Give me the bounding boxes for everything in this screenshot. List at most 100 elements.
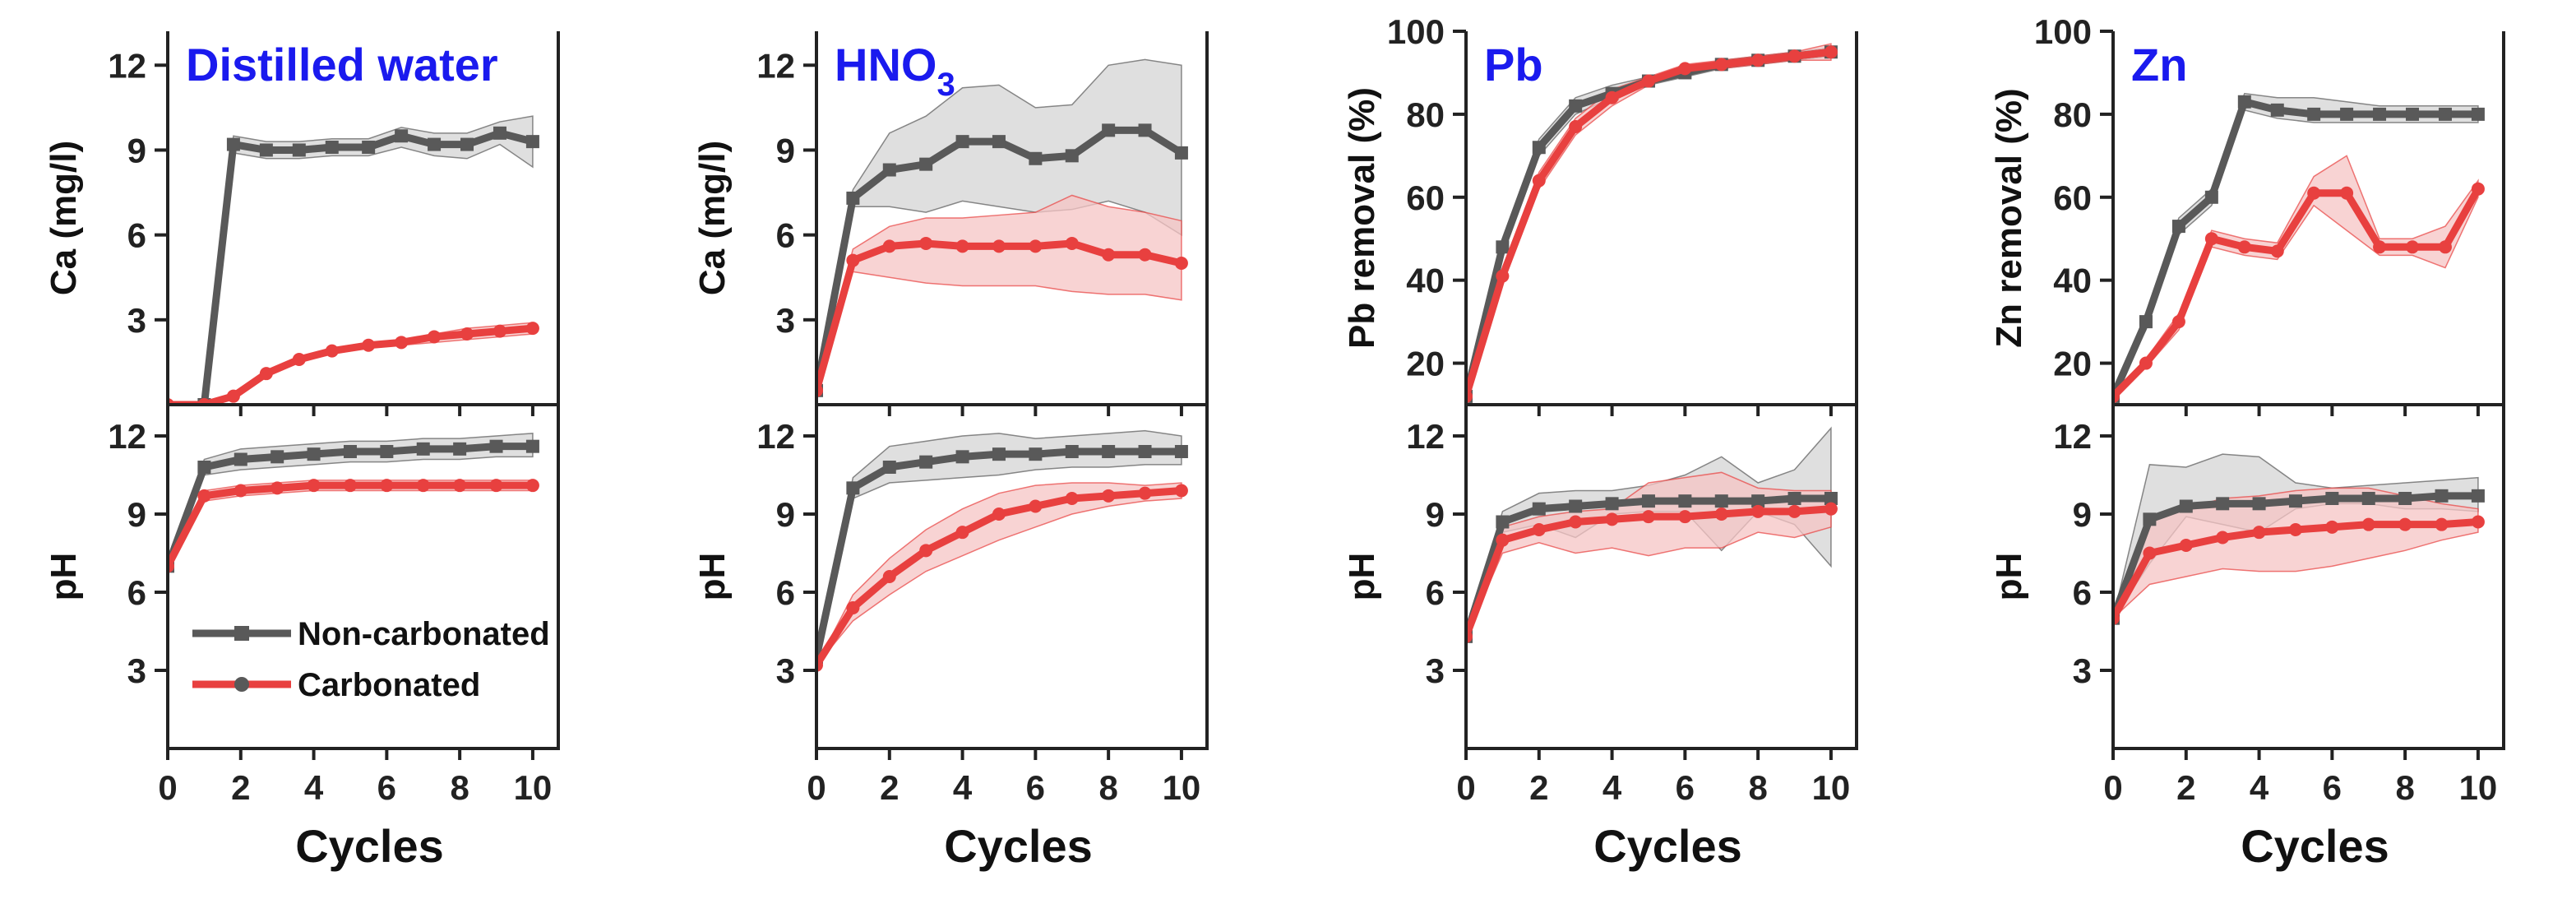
data-point-carbonated	[2471, 182, 2485, 196]
panel-hno3-ph: 3 6 9 12 0 2 4 6 8 10 pH Cycles	[692, 405, 1209, 872]
plot-area	[168, 115, 539, 405]
y-axis-title: pH	[44, 553, 84, 601]
y-tick-label: 3	[1426, 651, 1445, 690]
data-point-noncarbonated	[1065, 149, 1079, 163]
plot-area	[816, 429, 1188, 672]
data-point-carbonated	[307, 479, 321, 493]
data-point-carbonated	[1605, 512, 1619, 526]
x-tick-label: 6	[377, 768, 396, 807]
data-point-noncarbonated	[1496, 240, 1510, 254]
x-tick-label: 2	[2176, 768, 2195, 807]
data-point-noncarbonated	[2471, 489, 2485, 503]
y-tick-label: 20	[2053, 345, 2092, 383]
panel-title: Pb	[1484, 39, 1543, 90]
data-point-carbonated	[1824, 502, 1838, 516]
data-point-noncarbonated	[343, 445, 357, 458]
data-point-noncarbonated	[2325, 492, 2339, 505]
data-point-noncarbonated	[1174, 146, 1188, 160]
data-point-noncarbonated	[525, 439, 539, 453]
x-tick-label: 2	[231, 768, 250, 807]
data-point-carbonated	[2216, 531, 2230, 545]
y-tick-label: 12	[108, 417, 146, 456]
data-point-noncarbonated	[2288, 494, 2302, 508]
y-tick-label: 100	[1387, 12, 1445, 51]
data-point-noncarbonated	[1532, 502, 1546, 516]
data-point-carbonated	[416, 479, 430, 493]
plot-area	[1466, 43, 1838, 403]
legend-marker-square	[234, 626, 249, 641]
data-point-carbonated	[1569, 515, 1583, 529]
y-tick-label: 12	[756, 46, 795, 85]
data-point-carbonated	[846, 601, 860, 614]
data-point-noncarbonated	[1138, 445, 1152, 458]
data-point-carbonated	[428, 330, 442, 344]
data-point-noncarbonated	[1751, 494, 1765, 508]
data-point-carbonated	[919, 544, 933, 558]
data-point-carbonated	[882, 239, 896, 253]
data-point-carbonated	[460, 327, 474, 341]
x-tick-label: 10	[1812, 768, 1851, 807]
y-tick-label: 12	[756, 417, 795, 456]
data-point-noncarbonated	[2438, 107, 2452, 121]
panel-title-text: Distilled water	[186, 39, 498, 90]
data-point-carbonated	[1678, 510, 1692, 524]
data-point-carbonated	[2471, 515, 2485, 529]
series-line-carbonated	[1466, 48, 1835, 401]
data-point-carbonated	[992, 239, 1006, 253]
data-point-noncarbonated	[846, 191, 860, 205]
data-point-carbonated	[1138, 486, 1152, 500]
x-tick-label: 6	[2323, 768, 2342, 807]
panel-distilled-ph: 3 6 9 12 0 2 4 6 8 10 pH Cycles	[44, 405, 560, 872]
data-point-noncarbonated	[2204, 190, 2218, 204]
data-point-carbonated	[955, 526, 969, 540]
y-tick-label: 3	[776, 301, 795, 340]
plot-area	[168, 433, 539, 573]
data-point-noncarbonated	[1824, 492, 1838, 505]
x-tick-label: 6	[1026, 768, 1045, 807]
data-point-carbonated	[2204, 232, 2218, 246]
y-axis-title: Ca (mg/l)	[692, 141, 733, 295]
data-point-carbonated	[2143, 546, 2157, 560]
panel-title: HNO3	[835, 39, 955, 103]
data-point-carbonated	[1532, 523, 1546, 536]
data-point-carbonated	[1029, 239, 1043, 253]
data-point-carbonated	[846, 253, 860, 267]
data-point-carbonated	[1102, 489, 1116, 503]
series-line-carbonated	[168, 324, 537, 405]
data-point-noncarbonated	[325, 141, 339, 155]
x-tick-label: 8	[2395, 768, 2414, 807]
data-point-noncarbonated	[493, 126, 506, 140]
data-point-carbonated	[489, 479, 503, 493]
data-point-noncarbonated	[2340, 107, 2354, 121]
y-tick-label: 12	[2053, 417, 2092, 456]
data-point-carbonated	[259, 367, 273, 381]
x-tick-label: 0	[807, 768, 826, 807]
data-point-noncarbonated	[2435, 489, 2449, 503]
data-point-noncarbonated	[955, 450, 969, 464]
y-axis-title: pH	[1342, 553, 1382, 601]
data-point-carbonated	[395, 336, 409, 350]
data-point-carbonated	[1824, 45, 1838, 59]
data-point-carbonated	[197, 489, 211, 503]
y-tick-label: 80	[2053, 95, 2092, 134]
data-point-carbonated	[919, 236, 933, 250]
data-point-carbonated	[1641, 74, 1655, 88]
data-point-noncarbonated	[362, 141, 376, 155]
x-axis-title: Cycles	[1593, 820, 1742, 872]
data-point-carbonated	[1174, 257, 1188, 271]
y-tick-label: 6	[127, 573, 146, 612]
data-point-carbonated	[226, 389, 240, 403]
legend: Non-carbonated Carbonated	[192, 616, 550, 703]
data-point-noncarbonated	[1065, 445, 1079, 458]
plot-area	[2113, 453, 2485, 625]
y-tick-label: 80	[1406, 95, 1445, 134]
panel-title-text: Zn	[2131, 39, 2187, 90]
legend-label: Non-carbonated	[298, 616, 550, 652]
data-point-noncarbonated	[1102, 445, 1116, 458]
data-point-carbonated	[2139, 356, 2153, 370]
data-point-carbonated	[2438, 240, 2452, 254]
data-point-carbonated	[325, 344, 339, 358]
data-point-noncarbonated	[882, 461, 896, 474]
